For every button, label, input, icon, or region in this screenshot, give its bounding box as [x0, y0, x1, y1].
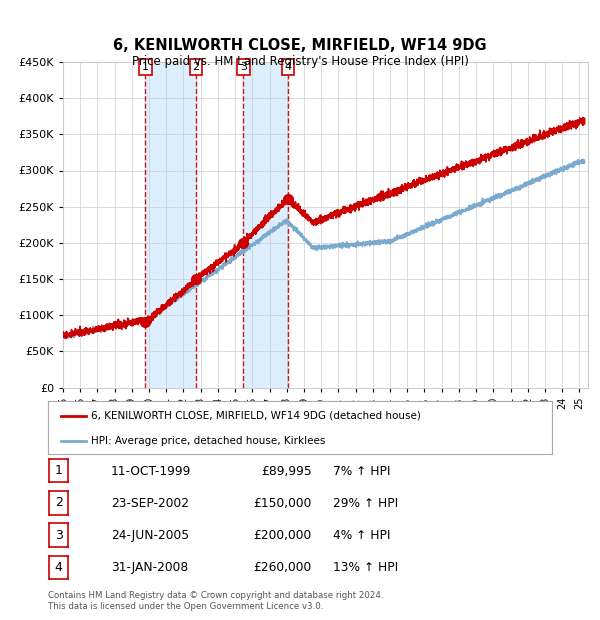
Text: 4: 4 — [284, 62, 292, 72]
Text: £150,000: £150,000 — [254, 497, 312, 510]
Text: Contains HM Land Registry data © Crown copyright and database right 2024.: Contains HM Land Registry data © Crown c… — [48, 591, 383, 600]
Text: 24-JUN-2005: 24-JUN-2005 — [111, 529, 189, 542]
Text: 2: 2 — [193, 62, 200, 72]
Text: 6, KENILWORTH CLOSE, MIRFIELD, WF14 9DG (detached house): 6, KENILWORTH CLOSE, MIRFIELD, WF14 9DG … — [91, 411, 421, 421]
Text: 6, KENILWORTH CLOSE, MIRFIELD, WF14 9DG: 6, KENILWORTH CLOSE, MIRFIELD, WF14 9DG — [113, 38, 487, 53]
Text: 4% ↑ HPI: 4% ↑ HPI — [333, 529, 391, 542]
Text: 13% ↑ HPI: 13% ↑ HPI — [333, 562, 398, 574]
Text: 3: 3 — [240, 62, 247, 72]
Text: 31-JAN-2008: 31-JAN-2008 — [111, 562, 188, 574]
Text: 29% ↑ HPI: 29% ↑ HPI — [333, 497, 398, 510]
Text: £89,995: £89,995 — [261, 465, 312, 477]
Bar — [244, 62, 288, 388]
Text: This data is licensed under the Open Government Licence v3.0.: This data is licensed under the Open Gov… — [48, 602, 323, 611]
Text: 23-SEP-2002: 23-SEP-2002 — [111, 497, 189, 510]
Text: 11-OCT-1999: 11-OCT-1999 — [111, 465, 191, 477]
Text: 3: 3 — [55, 529, 63, 541]
Text: 4: 4 — [55, 561, 63, 574]
Text: 2: 2 — [55, 497, 63, 509]
Text: 1: 1 — [142, 62, 149, 72]
Text: £200,000: £200,000 — [254, 529, 312, 542]
Text: HPI: Average price, detached house, Kirklees: HPI: Average price, detached house, Kirk… — [91, 436, 325, 446]
Text: £260,000: £260,000 — [254, 562, 312, 574]
Bar — [145, 62, 196, 388]
Text: 1: 1 — [55, 464, 63, 477]
Text: Price paid vs. HM Land Registry's House Price Index (HPI): Price paid vs. HM Land Registry's House … — [131, 55, 469, 68]
Text: 7% ↑ HPI: 7% ↑ HPI — [333, 465, 391, 477]
